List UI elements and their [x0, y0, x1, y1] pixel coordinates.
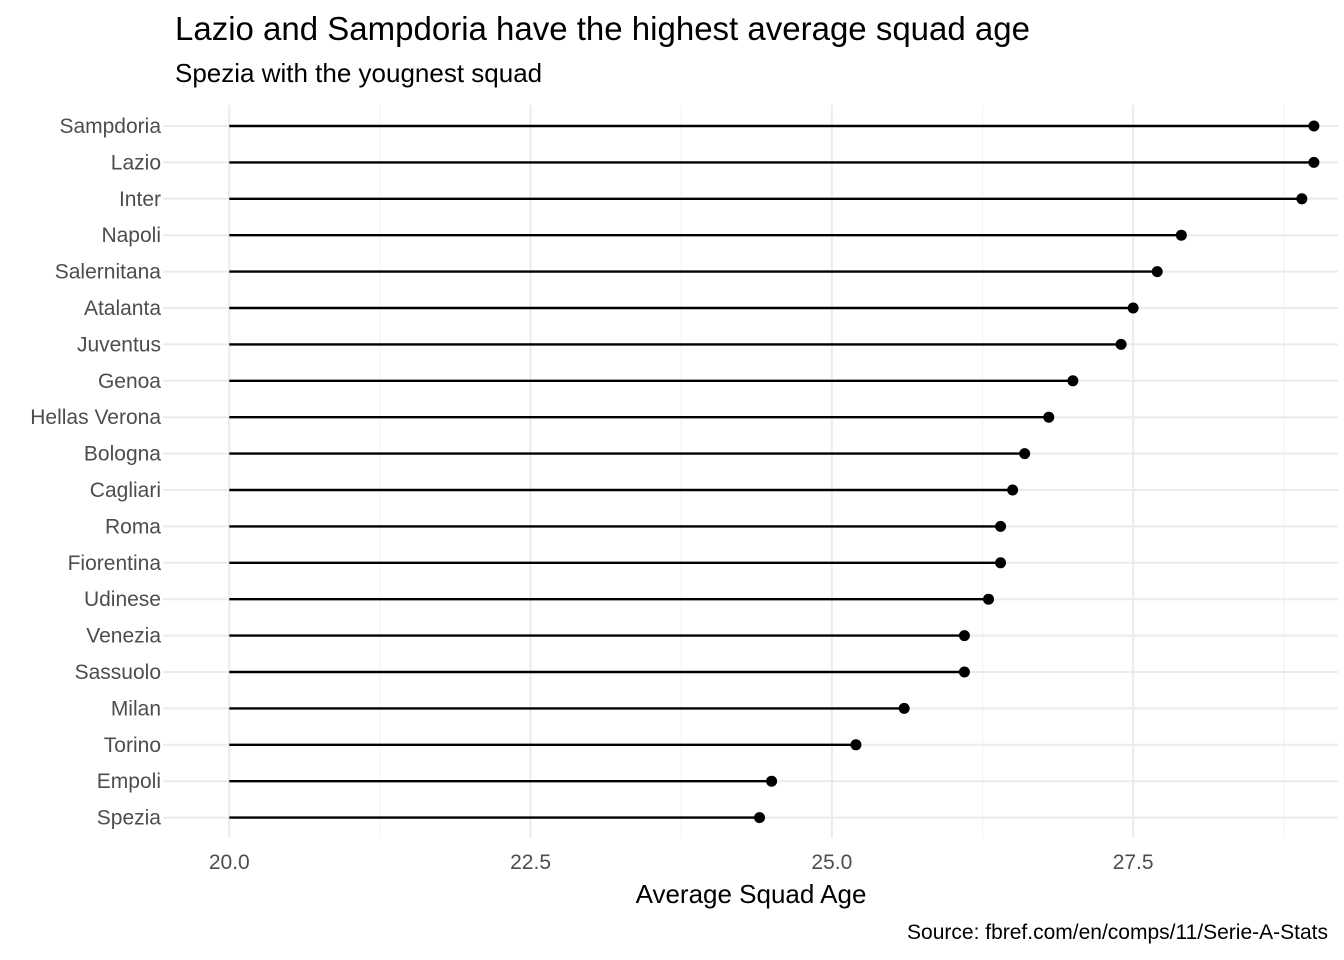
- lollipop-point: [958, 630, 970, 642]
- x-tick-label: 25.0: [811, 851, 852, 874]
- lollipop-point: [1296, 193, 1308, 205]
- y-tick-label: Torino: [104, 734, 161, 757]
- y-tick-label: Milan: [111, 697, 161, 720]
- lollipop-point: [1127, 302, 1139, 314]
- x-tick-label: 27.5: [1113, 851, 1154, 874]
- lollipop-point: [1043, 411, 1055, 423]
- lollipop-point: [1151, 266, 1163, 278]
- x-axis-label: Average Squad Age: [636, 879, 867, 909]
- lollipop-point: [1308, 156, 1320, 168]
- y-tick-label: Empoli: [97, 770, 161, 793]
- y-tick-label: Sampdoria: [59, 115, 161, 138]
- x-tick-label: 20.0: [209, 851, 250, 874]
- y-tick-label: Salernitana: [55, 261, 162, 284]
- lollipop-stems: [229, 124, 1314, 819]
- chart-caption: Source: fbref.com/en/comps/11/Serie-A-St…: [907, 921, 1328, 944]
- y-tick-label: Genoa: [98, 370, 161, 393]
- lollipop-point: [1067, 375, 1079, 387]
- lollipop-point: [1019, 448, 1031, 460]
- lollipop-point: [766, 775, 778, 787]
- y-tick-label: Roma: [105, 515, 161, 538]
- y-tick-label: Atalanta: [84, 297, 161, 320]
- y-tick-label: Udinese: [84, 588, 161, 611]
- lollipop-point: [850, 739, 862, 751]
- y-tick-label: Lazio: [111, 151, 161, 174]
- lollipop-point: [1308, 120, 1320, 132]
- lollipop-point: [1115, 338, 1127, 350]
- y-tick-label: Juventus: [77, 333, 161, 356]
- y-tick-label: Bologna: [84, 443, 161, 466]
- lollipop-point: [958, 666, 970, 678]
- y-tick-label: Venezia: [86, 625, 161, 648]
- x-axis-tick-labels: 20.0 22.5 25.0 27.5: [209, 851, 1154, 874]
- lollipop-point: [995, 520, 1007, 532]
- lollipop-point: [898, 702, 910, 714]
- y-axis-labels: Sampdoria Lazio Inter Napoli Salernitana Atal…: [30, 115, 161, 830]
- y-tick-label: Cagliari: [90, 479, 161, 502]
- lollipop-point: [754, 812, 766, 824]
- y-tick-label: Sassuolo: [75, 661, 161, 684]
- y-tick-label: Hellas Verona: [30, 406, 161, 429]
- x-tick-label: 22.5: [510, 851, 551, 874]
- chart-subtitle: Spezia with the yougnest squad: [175, 58, 543, 88]
- y-tick-label: Inter: [119, 188, 161, 211]
- lollipop-point: [1175, 229, 1187, 241]
- chart-title: Lazio and Sampdoria have the highest ave…: [175, 10, 1030, 47]
- y-tick-label: Spezia: [97, 807, 162, 830]
- y-tick-label: Napoli: [101, 224, 161, 247]
- lollipop-point: [983, 593, 995, 605]
- y-tick-label: Fiorentina: [68, 552, 162, 575]
- lollipop-point: [1007, 484, 1019, 496]
- lollipop-points: [754, 120, 1320, 824]
- grid-lines: [163, 105, 1338, 838]
- lollipop-point: [995, 557, 1007, 569]
